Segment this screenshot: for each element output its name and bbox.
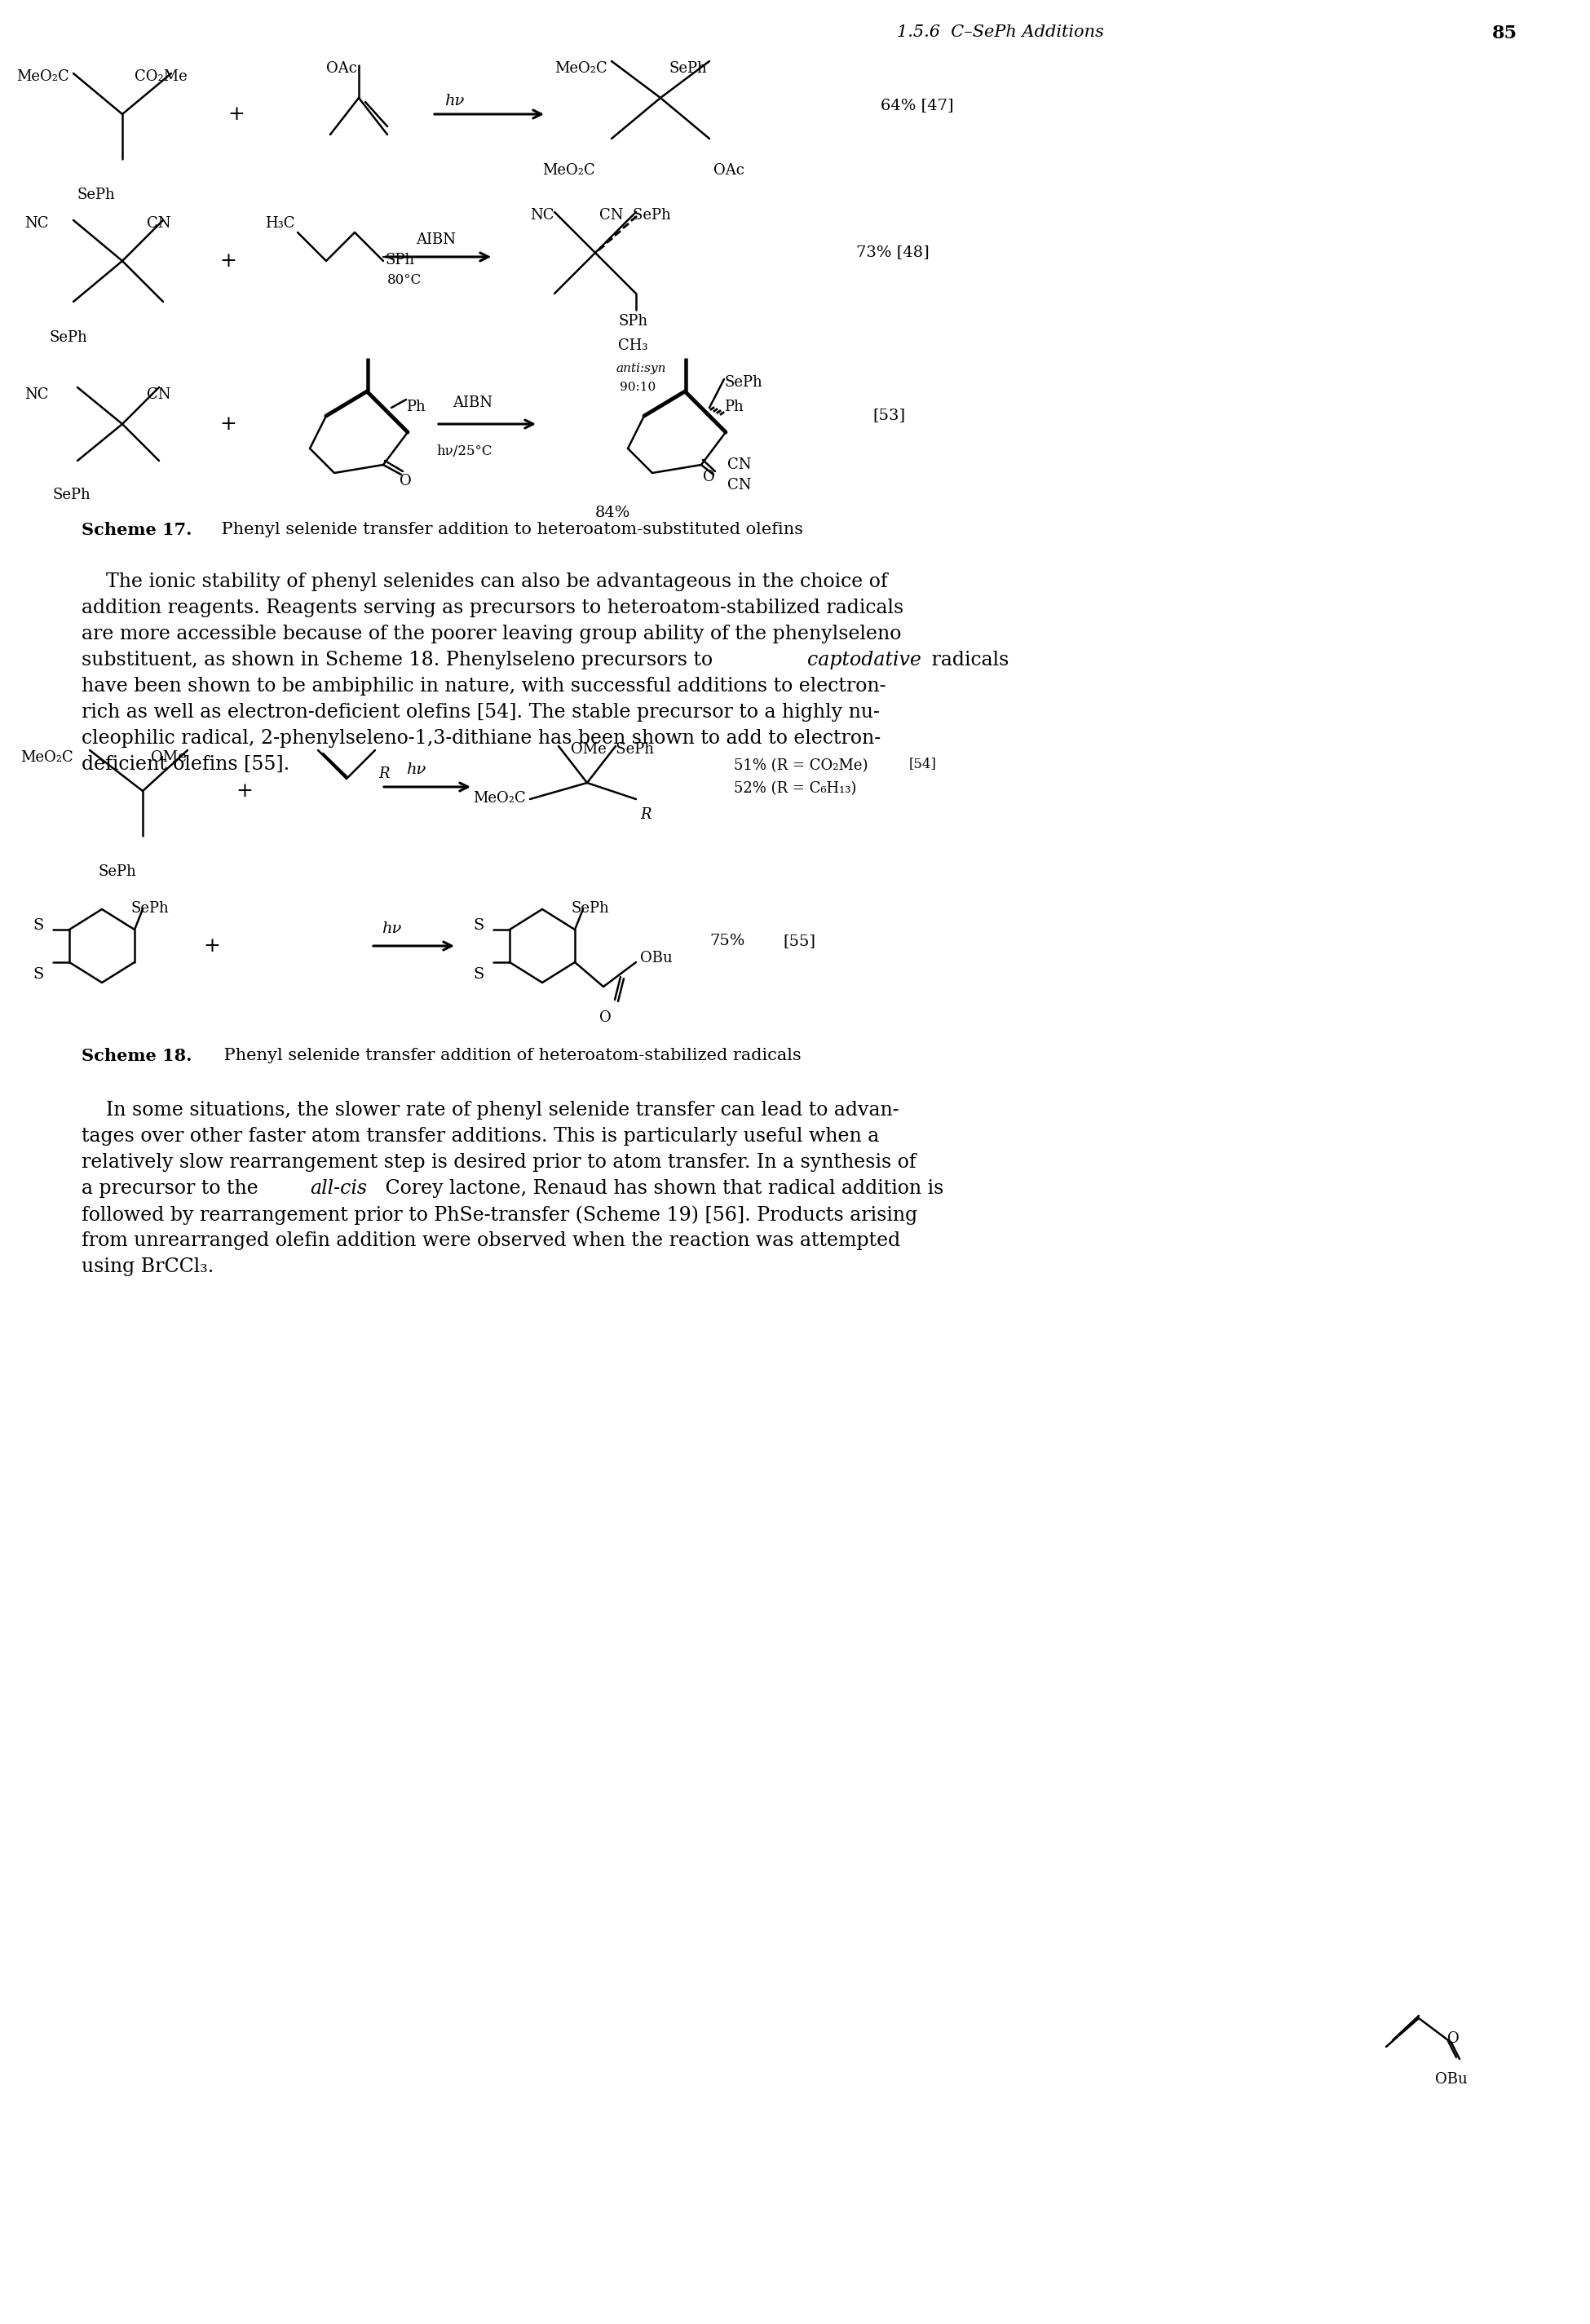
Text: cleophilic radical, 2-phenylseleno-1,3-dithiane has been shown to add to electro: cleophilic radical, 2-phenylseleno-1,3-d…: [81, 730, 881, 748]
Text: SePh: SePh: [669, 60, 706, 77]
Text: rich as well as electron-deficient olefins [54]. The stable precursor to a highl: rich as well as electron-deficient olefi…: [81, 702, 879, 723]
Text: a precursor to the: a precursor to the: [81, 1178, 264, 1197]
Text: SePh: SePh: [52, 488, 91, 502]
Text: radicals: radicals: [925, 651, 1010, 669]
Text: S: S: [33, 967, 43, 981]
Text: MeO₂C: MeO₂C: [21, 751, 73, 765]
Text: CN: CN: [146, 388, 170, 402]
Text: AIBN: AIBN: [417, 232, 456, 246]
Text: Phenyl selenide transfer addition of heteroatom-stabilized radicals: Phenyl selenide transfer addition of het…: [218, 1048, 801, 1064]
Text: captodative: captodative: [808, 651, 921, 669]
Text: SePh: SePh: [130, 902, 169, 916]
Text: substituent, as shown in Scheme 18. Phenylseleno precursors to: substituent, as shown in Scheme 18. Phen…: [81, 651, 719, 669]
Text: all-cis: all-cis: [310, 1178, 367, 1197]
Text: relatively slow rearrangement step is desired prior to atom transfer. In a synth: relatively slow rearrangement step is de…: [81, 1153, 916, 1171]
Text: NC: NC: [24, 216, 49, 230]
Text: OMe: OMe: [151, 751, 186, 765]
Text: OMe  SePh: OMe SePh: [571, 741, 653, 758]
Text: S: S: [472, 967, 483, 981]
Text: hν: hν: [382, 920, 401, 937]
Text: 85: 85: [1491, 26, 1517, 42]
Text: SPh: SPh: [385, 253, 415, 267]
Text: Scheme 17.: Scheme 17.: [81, 523, 192, 539]
Text: CN: CN: [146, 216, 170, 230]
Text: R: R: [641, 806, 650, 823]
Text: addition reagents. Reagents serving as precursors to heteroatom-stabilized radic: addition reagents. Reagents serving as p…: [81, 600, 903, 618]
Text: Corey lactone, Renaud has shown that radical addition is: Corey lactone, Renaud has shown that rad…: [378, 1178, 944, 1197]
Text: MeO₂C: MeO₂C: [542, 163, 595, 177]
Text: are more accessible because of the poorer leaving group ability of the phenylsel: are more accessible because of the poore…: [81, 625, 902, 644]
Text: +: +: [204, 937, 221, 955]
Text: CO₂Me: CO₂Me: [135, 70, 188, 84]
Text: Ph: Ph: [405, 400, 426, 414]
Text: +: +: [227, 105, 245, 123]
Text: 64% [47]: 64% [47]: [881, 98, 954, 112]
Text: deficient olefins [55].: deficient olefins [55].: [81, 755, 289, 774]
Text: OBu: OBu: [1436, 2073, 1468, 2087]
Text: using BrCCl₃.: using BrCCl₃.: [81, 1257, 215, 1276]
Text: SePh: SePh: [49, 330, 87, 344]
Text: NC: NC: [24, 388, 49, 402]
Text: OAc: OAc: [326, 60, 358, 77]
Text: SePh: SePh: [78, 188, 116, 202]
Text: Phenyl selenide transfer addition to heteroatom-substituted olefins: Phenyl selenide transfer addition to het…: [216, 523, 803, 537]
Text: MeO₂C: MeO₂C: [555, 60, 607, 77]
Text: 51% (R = CO₂Me): 51% (R = CO₂Me): [735, 758, 868, 774]
Text: hν/25°C: hν/25°C: [436, 444, 491, 458]
Text: Scheme 18.: Scheme 18.: [81, 1048, 192, 1064]
Text: 1.5.6  C–SePh Additions: 1.5.6 C–SePh Additions: [897, 26, 1103, 40]
Text: CN  SePh: CN SePh: [599, 207, 671, 223]
Text: SPh: SPh: [619, 314, 647, 328]
Text: MeO₂C: MeO₂C: [472, 790, 526, 806]
Text: O: O: [399, 474, 412, 488]
Text: The ionic stability of phenyl selenides can also be advantageous in the choice o: The ionic stability of phenyl selenides …: [81, 572, 887, 590]
Text: followed by rearrangement prior to PhSe-transfer (Scheme 19) [56]. Products aris: followed by rearrangement prior to PhSe-…: [81, 1206, 917, 1225]
Text: R: R: [378, 767, 390, 781]
Text: AIBN: AIBN: [453, 395, 493, 409]
Text: +: +: [235, 781, 253, 799]
Text: O: O: [703, 469, 716, 483]
Text: [53]: [53]: [873, 407, 905, 423]
Text: 90:10: 90:10: [620, 381, 655, 393]
Text: S: S: [472, 918, 483, 932]
Text: O: O: [599, 1011, 611, 1025]
Text: [54]: [54]: [909, 758, 937, 772]
Text: [55]: [55]: [782, 934, 816, 948]
Text: CN: CN: [727, 479, 752, 493]
Text: hν: hν: [405, 762, 426, 776]
Text: OBu: OBu: [641, 951, 673, 964]
Text: Ph: Ph: [723, 400, 744, 414]
Text: MeO₂C: MeO₂C: [16, 70, 68, 84]
Text: from unrearranged olefin addition were observed when the reaction was attempted: from unrearranged olefin addition were o…: [81, 1232, 900, 1250]
Text: S: S: [33, 918, 43, 932]
Text: CN: CN: [727, 458, 752, 472]
Text: OAc: OAc: [714, 163, 744, 177]
Text: +: +: [219, 414, 237, 432]
Text: In some situations, the slower rate of phenyl selenide transfer can lead to adva: In some situations, the slower rate of p…: [81, 1102, 898, 1120]
Text: NC: NC: [531, 207, 555, 223]
Text: H₃C: H₃C: [266, 216, 294, 230]
Text: SePh: SePh: [571, 902, 609, 916]
Text: 80°C: 80°C: [388, 274, 421, 288]
Text: 84%: 84%: [595, 507, 631, 521]
Text: anti:syn: anti:syn: [615, 363, 666, 374]
Text: O: O: [1447, 2031, 1460, 2045]
Text: hν: hν: [444, 93, 464, 109]
Text: SePh: SePh: [723, 374, 762, 390]
Text: SePh: SePh: [99, 865, 137, 878]
Text: 52% (R = C₆H₁₃): 52% (R = C₆H₁₃): [735, 781, 857, 795]
Text: +: +: [219, 251, 237, 270]
Text: have been shown to be ambiphilic in nature, with successful additions to electro: have been shown to be ambiphilic in natu…: [81, 676, 886, 695]
Text: CH₃: CH₃: [619, 339, 647, 353]
Text: 75%: 75%: [709, 934, 744, 948]
Text: 73% [48]: 73% [48]: [855, 244, 929, 260]
Text: tages over other faster atom transfer additions. This is particularly useful whe: tages over other faster atom transfer ad…: [81, 1127, 879, 1146]
